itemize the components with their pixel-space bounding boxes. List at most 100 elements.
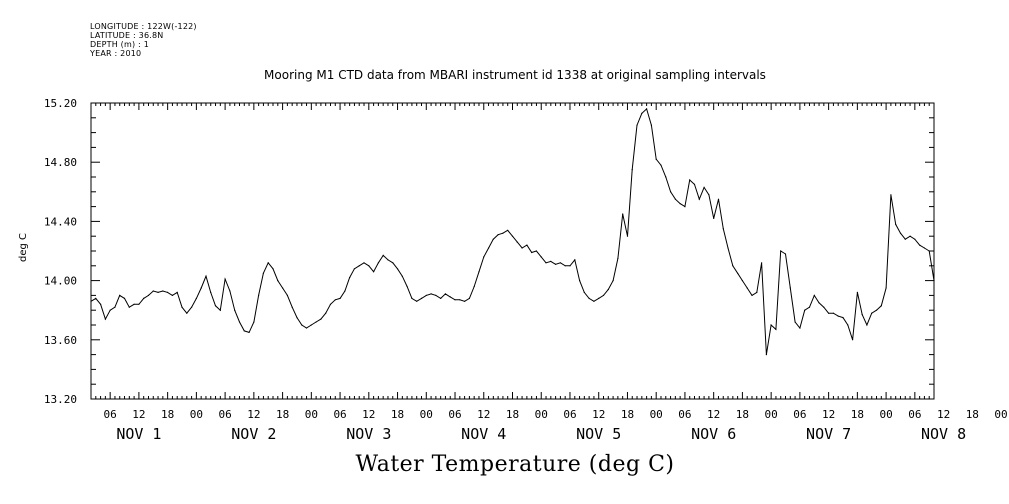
data-point bbox=[818, 302, 820, 304]
data-point bbox=[684, 206, 686, 208]
data-point bbox=[550, 260, 552, 262]
data-point bbox=[167, 291, 169, 293]
data-point bbox=[315, 321, 317, 323]
data-point bbox=[789, 287, 791, 289]
data-point bbox=[214, 305, 217, 307]
data-point bbox=[737, 272, 739, 274]
data-point bbox=[420, 297, 423, 299]
data-point bbox=[885, 287, 887, 289]
data-point bbox=[646, 108, 648, 110]
data-point bbox=[516, 241, 518, 243]
data-point bbox=[416, 300, 418, 302]
x-day-label: NOV 5 bbox=[576, 425, 621, 443]
data-point bbox=[258, 294, 260, 296]
data-point bbox=[401, 275, 403, 277]
data-point bbox=[468, 297, 470, 299]
data-point bbox=[751, 294, 753, 296]
data-point bbox=[612, 280, 614, 282]
data-point bbox=[334, 299, 336, 301]
data-point bbox=[325, 312, 327, 314]
x-tick-label: 18 bbox=[851, 408, 864, 421]
plot-frame bbox=[90, 102, 935, 400]
year-text: YEAR : 2010 bbox=[90, 49, 142, 58]
x-tick-label: 06 bbox=[448, 408, 461, 421]
data-point bbox=[205, 275, 207, 277]
data-point bbox=[579, 280, 581, 282]
data-point bbox=[861, 314, 863, 316]
data-point bbox=[670, 191, 672, 193]
y-tick-label: 14.00 bbox=[44, 275, 77, 288]
data-point bbox=[531, 251, 533, 254]
data-point bbox=[799, 327, 801, 329]
data-point bbox=[353, 268, 355, 270]
data-point bbox=[708, 194, 710, 196]
data-point bbox=[277, 280, 279, 282]
x-tick-label: 06 bbox=[563, 408, 576, 421]
data-point bbox=[109, 309, 111, 311]
data-point bbox=[114, 306, 116, 308]
data-point bbox=[526, 244, 528, 246]
x-tick-label: 00 bbox=[879, 408, 892, 421]
data-point bbox=[200, 287, 202, 289]
data-point bbox=[871, 312, 873, 314]
latitude-text: LATITUDE : 36.8N bbox=[90, 31, 164, 40]
data-point bbox=[387, 259, 389, 261]
data-point bbox=[377, 262, 379, 264]
data-point bbox=[296, 317, 298, 319]
x-tick-label: 00 bbox=[765, 408, 778, 421]
x-tick-label: 18 bbox=[391, 408, 404, 421]
data-point bbox=[770, 324, 772, 326]
x-tick-label: 00 bbox=[305, 408, 318, 421]
x-tick-label: 06 bbox=[793, 408, 806, 421]
y-tick-label: 13.20 bbox=[44, 393, 77, 406]
x-tick-label: 12 bbox=[477, 408, 490, 421]
data-point bbox=[842, 317, 844, 319]
data-point bbox=[511, 235, 514, 237]
x-tick-label: 12 bbox=[132, 408, 145, 421]
x-day-label: NOV 8 bbox=[921, 425, 966, 443]
data-point bbox=[555, 263, 557, 265]
data-point bbox=[320, 318, 322, 320]
data-point bbox=[856, 291, 859, 293]
data-point bbox=[100, 303, 102, 305]
data-point bbox=[919, 244, 921, 246]
x-day-label: NOV 1 bbox=[116, 425, 161, 443]
data-point bbox=[689, 179, 691, 181]
data-point bbox=[914, 238, 916, 240]
data-point bbox=[253, 321, 255, 323]
data-point bbox=[665, 176, 667, 178]
data-point bbox=[176, 291, 178, 293]
x-tick-label: 18 bbox=[161, 408, 174, 421]
data-point bbox=[444, 293, 446, 295]
data-point bbox=[698, 198, 700, 200]
data-point bbox=[732, 265, 734, 267]
x-tick-label: 06 bbox=[908, 408, 921, 421]
data-point bbox=[382, 254, 384, 256]
x-day-label: NOV 7 bbox=[806, 425, 851, 443]
data-point bbox=[794, 321, 796, 323]
data-point bbox=[195, 297, 197, 299]
data-point bbox=[138, 303, 140, 305]
data-point bbox=[396, 268, 399, 270]
data-point bbox=[641, 112, 643, 114]
data-point bbox=[301, 324, 303, 326]
data-point bbox=[430, 293, 432, 295]
data-point bbox=[837, 315, 839, 317]
data-point bbox=[507, 229, 509, 231]
data-point bbox=[674, 198, 677, 200]
data-point bbox=[598, 297, 600, 299]
data-point bbox=[339, 297, 341, 299]
data-point bbox=[828, 312, 830, 314]
x-tick-label: 06 bbox=[678, 408, 691, 421]
data-point bbox=[923, 247, 926, 249]
data-point bbox=[272, 268, 274, 270]
data-point bbox=[406, 285, 408, 288]
data-point bbox=[741, 280, 744, 282]
x-tick-label: 06 bbox=[104, 408, 117, 421]
x-tick-label: 12 bbox=[362, 408, 375, 421]
data-point bbox=[368, 265, 370, 267]
data-point bbox=[540, 256, 542, 258]
data-point bbox=[291, 306, 293, 308]
data-point bbox=[866, 324, 868, 326]
